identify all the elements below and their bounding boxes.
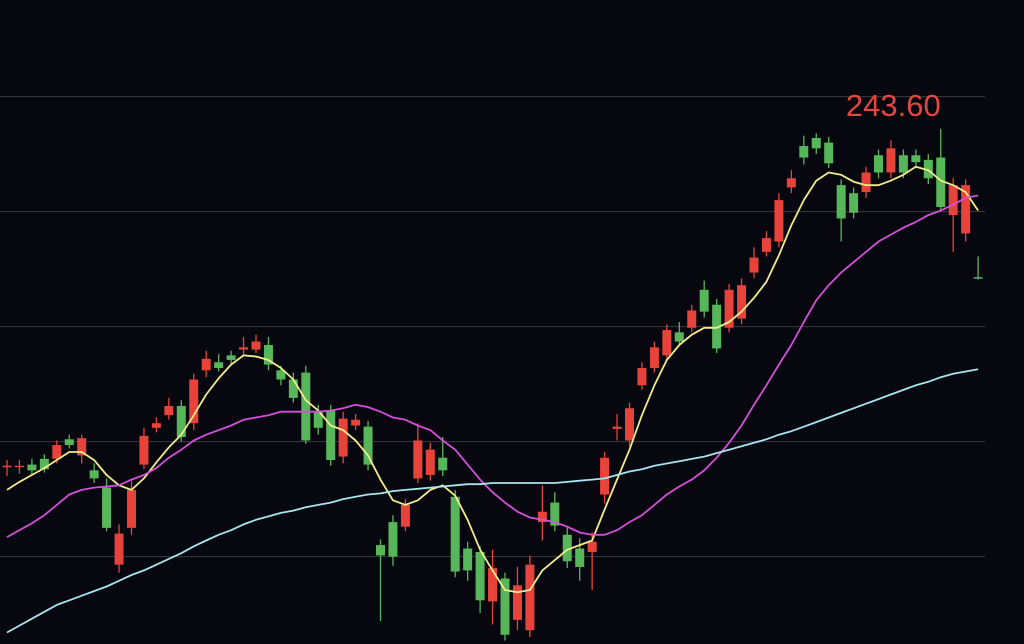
candle-body: [649, 347, 659, 368]
candle-body: [737, 285, 747, 319]
candle-body: [687, 310, 697, 328]
candle-body: [64, 439, 74, 446]
candle-body: [400, 504, 410, 527]
candle-body: [301, 372, 311, 441]
candle-body: [961, 185, 971, 234]
candle-body: [973, 277, 983, 279]
moving-average-line: [6, 165, 979, 594]
candle-body: [587, 541, 597, 552]
candle-body: [214, 362, 224, 368]
candle-body: [288, 379, 298, 398]
candle-body: [874, 155, 883, 173]
candle-body: [276, 370, 286, 380]
candle-body: [886, 148, 896, 173]
candle-body: [512, 585, 522, 620]
candle-body: [388, 522, 398, 557]
candle-body: [338, 418, 348, 457]
candle-body: [239, 347, 249, 350]
candle-body: [39, 458, 49, 470]
candle-body: [413, 440, 423, 479]
candle-body: [849, 193, 859, 213]
candle-body: [139, 435, 149, 465]
candle-body: [326, 410, 336, 460]
candle-body: [836, 185, 846, 219]
candle-body: [201, 358, 211, 371]
candle-body: [724, 289, 734, 328]
candle-body: [550, 502, 560, 526]
candle-body: [450, 496, 460, 572]
candle-body: [176, 405, 186, 437]
candle-body: [799, 146, 809, 158]
candle-body: [114, 533, 124, 565]
candle-body: [712, 304, 722, 349]
candle-body: [127, 489, 136, 528]
candle-body: [263, 345, 273, 365]
candle-body: [600, 457, 610, 495]
candle-body: [2, 465, 12, 468]
candle-body: [475, 552, 485, 601]
candle-body: [674, 332, 684, 342]
candle-body: [936, 157, 946, 207]
candle-body: [363, 426, 373, 465]
moving-average-line: [6, 194, 979, 538]
candle-body: [251, 341, 261, 350]
candle-body: [612, 426, 622, 429]
candle-body: [376, 545, 385, 556]
candle-body: [27, 464, 37, 471]
candle-body: [811, 138, 821, 149]
candle-body: [923, 159, 933, 179]
moving-average-line: [6, 368, 979, 634]
candle-body: [77, 438, 87, 456]
candle-body: [861, 172, 871, 193]
candle-body: [164, 405, 174, 416]
candle-body: [575, 548, 585, 567]
candle-body: [537, 511, 547, 523]
candle-body: [761, 238, 771, 252]
candle-body: [438, 457, 448, 471]
candle-body: [351, 419, 361, 426]
candle-body: [699, 289, 709, 312]
candle-body: [226, 355, 236, 360]
candle-body: [625, 408, 634, 441]
candle-body: [52, 445, 62, 459]
candle-body: [824, 142, 834, 164]
candle-body: [425, 449, 435, 475]
candle-body: [500, 578, 510, 635]
candle-body: [463, 548, 473, 571]
candle-body: [786, 178, 796, 188]
candle-body: [911, 155, 921, 163]
candle-body: [749, 257, 759, 273]
candle-body: [898, 155, 908, 173]
high-annotation: 243.60: [846, 88, 941, 123]
candle-body: [189, 379, 199, 424]
candle-body: [562, 534, 572, 562]
candle-body: [151, 423, 161, 428]
candle-body: [948, 185, 958, 216]
candle-body: [89, 470, 99, 479]
candle-body: [488, 568, 498, 602]
candle-body: [662, 330, 672, 356]
candle-body: [774, 200, 784, 242]
candle-body: [102, 487, 112, 528]
candle-body: [637, 368, 647, 386]
candle-body: [14, 465, 24, 468]
candle-body: [525, 564, 535, 631]
candle-body: [313, 411, 323, 428]
